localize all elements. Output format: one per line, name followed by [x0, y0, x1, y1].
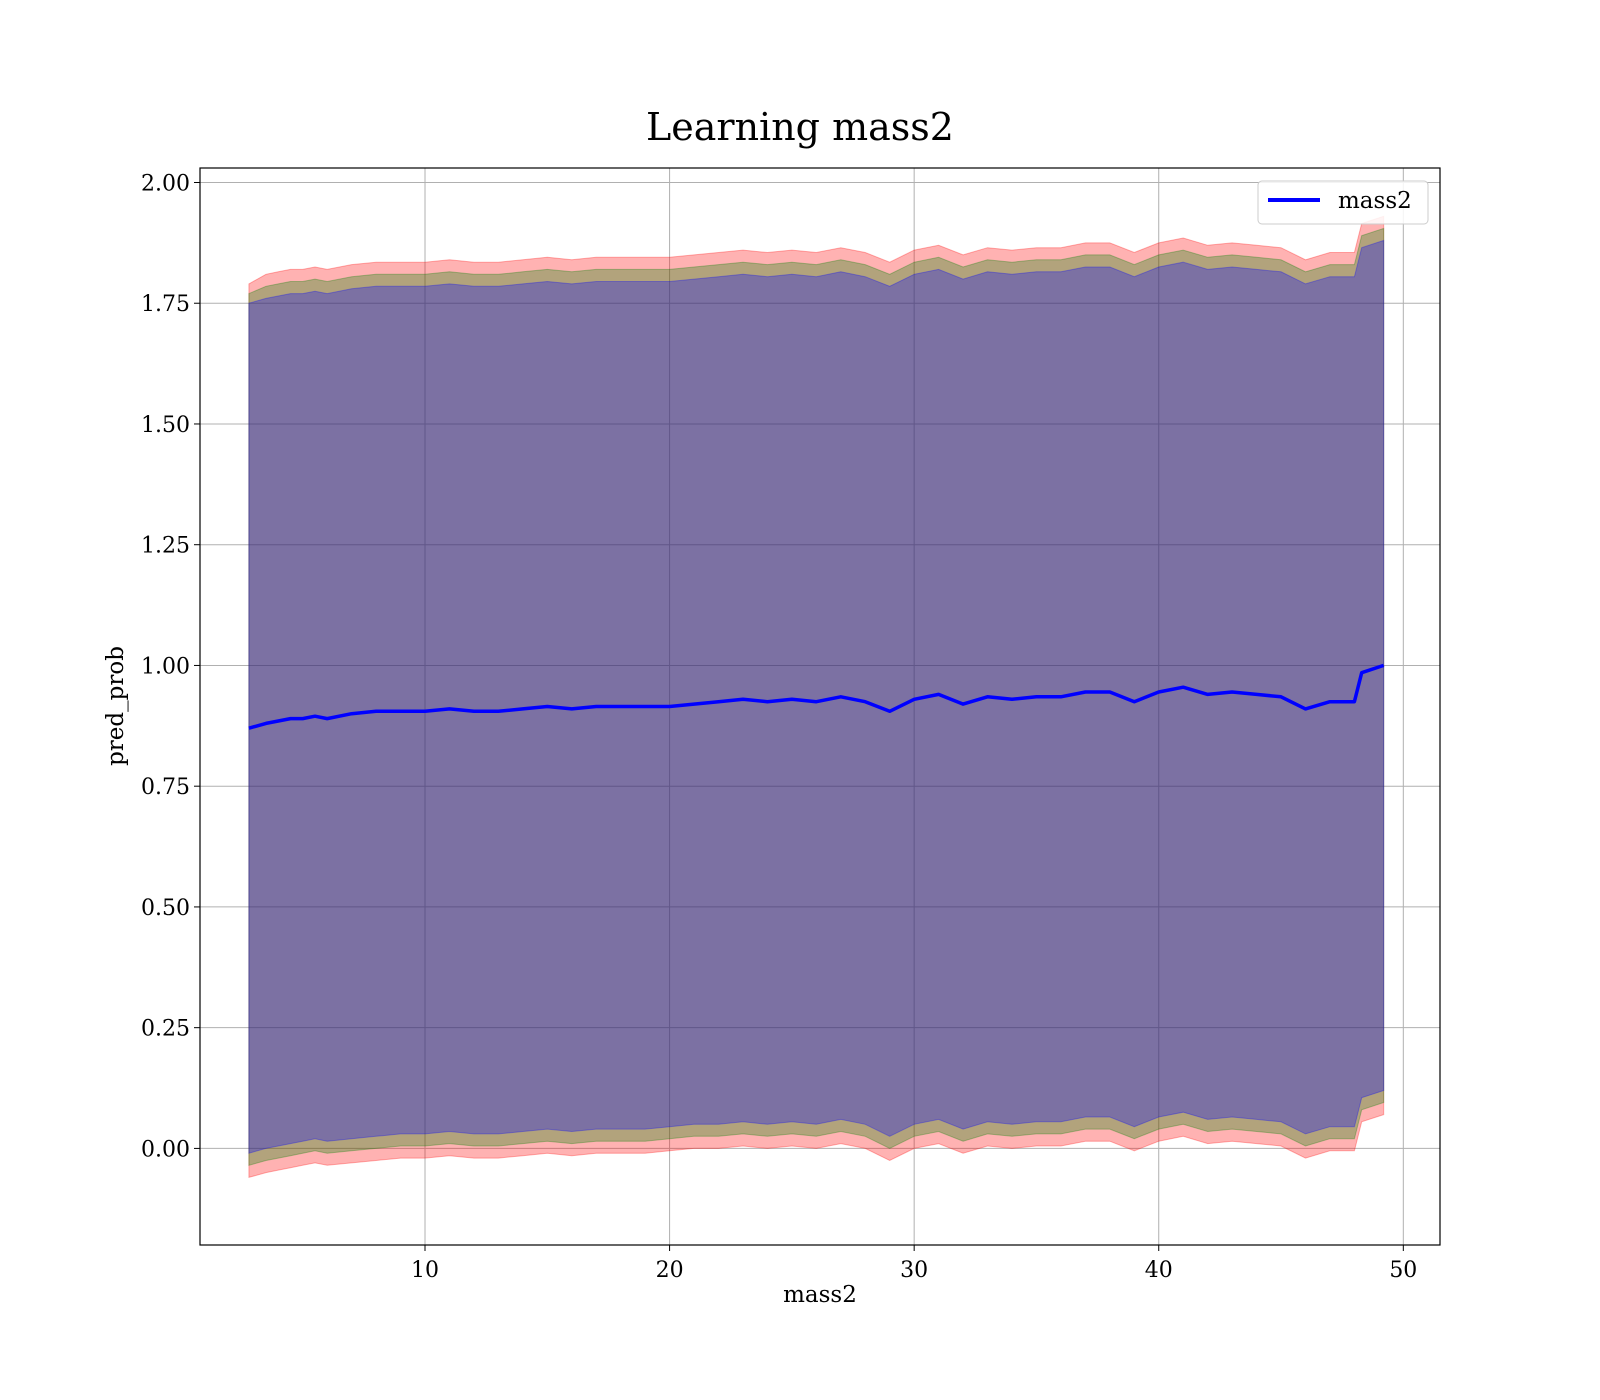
chart-title: Learning mass2 [646, 105, 954, 149]
series-line [248, 663, 1385, 730]
series-lines [248, 663, 1385, 730]
x-tick-label: 10 [411, 1258, 439, 1283]
x-tick-label: 20 [656, 1258, 684, 1283]
y-tick-label: 1.75 [141, 292, 190, 317]
x-axis-label: mass2 [783, 1282, 857, 1308]
legend-label: mass2 [1338, 188, 1412, 214]
legend-box [1257, 180, 1429, 225]
y-tick-label: 1.00 [141, 654, 190, 679]
y-tick-label: 1.50 [141, 413, 190, 438]
confidence-bands [248, 215, 1385, 1179]
y-tick-label: 1.25 [141, 534, 190, 559]
confidence-band [248, 215, 1385, 1179]
y-tick-label: 2.00 [141, 171, 190, 196]
legend: mass2 [1257, 180, 1429, 225]
y-tick-label: 0.00 [141, 1137, 190, 1162]
plot-frame [199, 167, 1441, 1246]
confidence-band [248, 227, 1385, 1166]
y-tick-label: 0.25 [141, 1017, 190, 1042]
confidence-band [248, 239, 1385, 1154]
x-tick-label: 30 [900, 1258, 928, 1283]
y-axis-label: pred_prob [103, 646, 129, 766]
y-tick-label: 0.50 [141, 896, 190, 921]
x-axis-ticks: 10 20 30 40 50 [411, 1245, 1417, 1283]
y-axis-ticks: 0.00 0.25 0.50 0.75 1.00 1.25 1.50 1.75 2.00 [141, 171, 200, 1162]
grid [200, 168, 1440, 1245]
y-tick-label: 0.75 [141, 775, 190, 800]
x-tick-label: 50 [1389, 1258, 1417, 1283]
x-tick-label: 40 [1145, 1258, 1173, 1283]
